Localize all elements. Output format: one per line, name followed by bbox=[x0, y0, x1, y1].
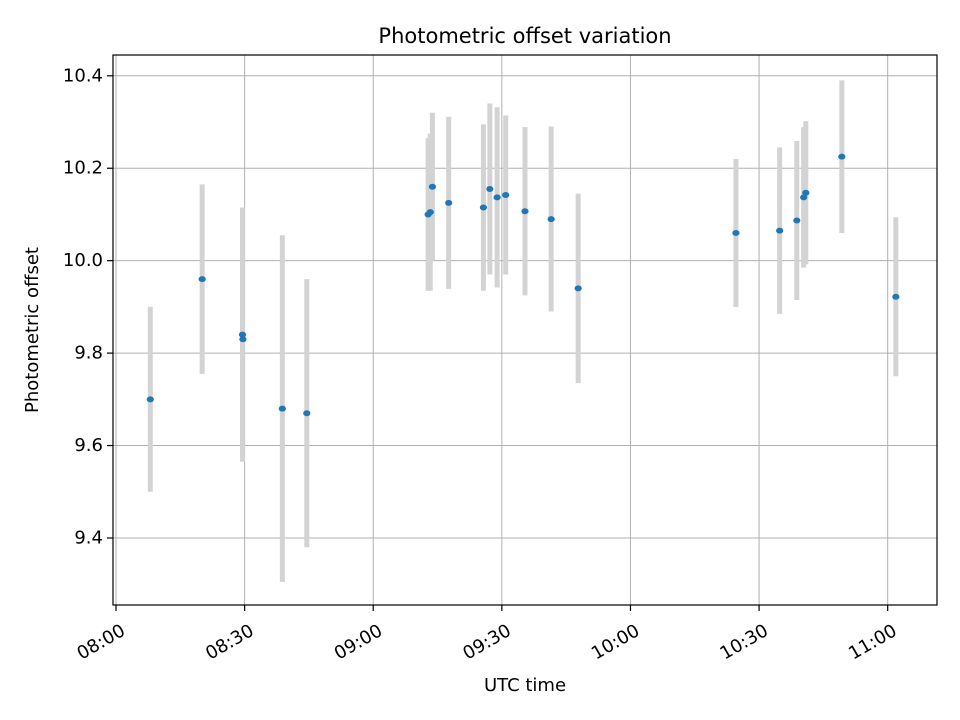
grid-lines bbox=[113, 55, 937, 605]
y-tick-label: 10.4 bbox=[63, 65, 103, 86]
data-point bbox=[146, 396, 154, 403]
data-points bbox=[146, 153, 900, 417]
data-point bbox=[303, 410, 311, 417]
data-point bbox=[793, 217, 801, 224]
y-tick-label: 9.8 bbox=[74, 343, 103, 364]
data-point bbox=[776, 227, 784, 234]
data-point bbox=[445, 199, 453, 206]
data-point bbox=[428, 183, 436, 190]
data-point bbox=[892, 293, 900, 300]
y-tick-label: 9.6 bbox=[74, 435, 103, 456]
data-point bbox=[493, 194, 501, 201]
y-tick-label: 10.0 bbox=[63, 250, 103, 271]
data-point bbox=[574, 285, 582, 292]
y-tick-label: 9.4 bbox=[74, 527, 103, 548]
data-point bbox=[486, 186, 494, 193]
data-point bbox=[521, 208, 529, 215]
x-axis-title: UTC time bbox=[484, 675, 566, 696]
data-point bbox=[547, 216, 555, 223]
data-point bbox=[732, 229, 740, 236]
chart-title: Photometric offset variation bbox=[378, 24, 671, 48]
y-tick-label: 10.2 bbox=[63, 158, 103, 179]
plot-frame bbox=[112, 54, 938, 606]
data-point bbox=[426, 209, 434, 216]
data-point bbox=[802, 189, 810, 196]
data-point bbox=[800, 194, 808, 201]
y-axis: 9.4 9.6 9.8 10.0 10.2 10.4 bbox=[63, 65, 113, 548]
data-point bbox=[198, 276, 206, 283]
data-point bbox=[479, 204, 488, 211]
data-point bbox=[838, 153, 846, 160]
data-point bbox=[278, 405, 286, 412]
data-point bbox=[502, 192, 510, 199]
data-point bbox=[238, 331, 247, 338]
y-axis-title: Photometric offset bbox=[22, 247, 43, 413]
data-point bbox=[239, 336, 247, 343]
